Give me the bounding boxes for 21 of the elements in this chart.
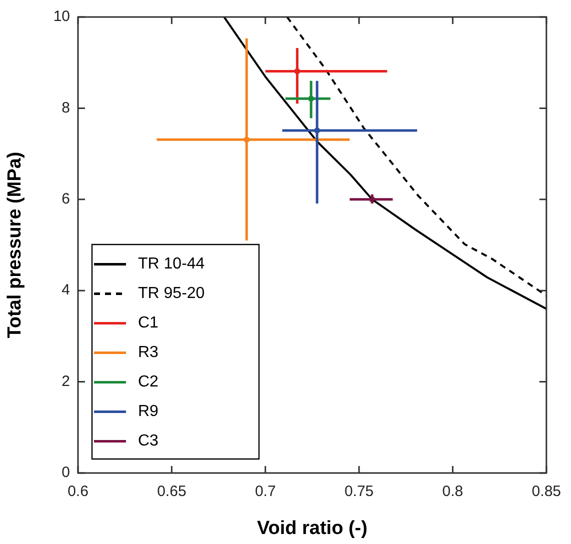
x-tick-label: 0.75 <box>344 483 374 500</box>
legend-label: C1 <box>138 314 159 332</box>
y-axis-title: Total pressure (MPa) <box>4 152 26 338</box>
y-tick-label: 2 <box>62 372 70 390</box>
x-tick-label: 0.65 <box>157 483 186 500</box>
y-tick-label: 8 <box>62 99 70 116</box>
x-tick-label: 0.7 <box>254 483 276 500</box>
x-tick-label: 0.6 <box>68 483 88 500</box>
x-tick-label: 0.8 <box>442 483 464 500</box>
legend-label: R9 <box>138 403 159 420</box>
x-tick-label: 0.85 <box>532 483 562 500</box>
legend-label: TR 95-20 <box>138 285 205 302</box>
y-tick-label: 10 <box>53 8 70 26</box>
legend-label: C3 <box>138 432 159 450</box>
legend-label: TR 10-44 <box>138 256 205 273</box>
y-tick-label: 6 <box>62 190 70 208</box>
y-tick-label: 0 <box>62 464 70 482</box>
legend-label: R3 <box>138 344 159 362</box>
legend-label: C2 <box>138 374 159 391</box>
x-axis-title: Void ratio (-) <box>256 518 368 539</box>
y-tick-label: 4 <box>62 282 70 299</box>
